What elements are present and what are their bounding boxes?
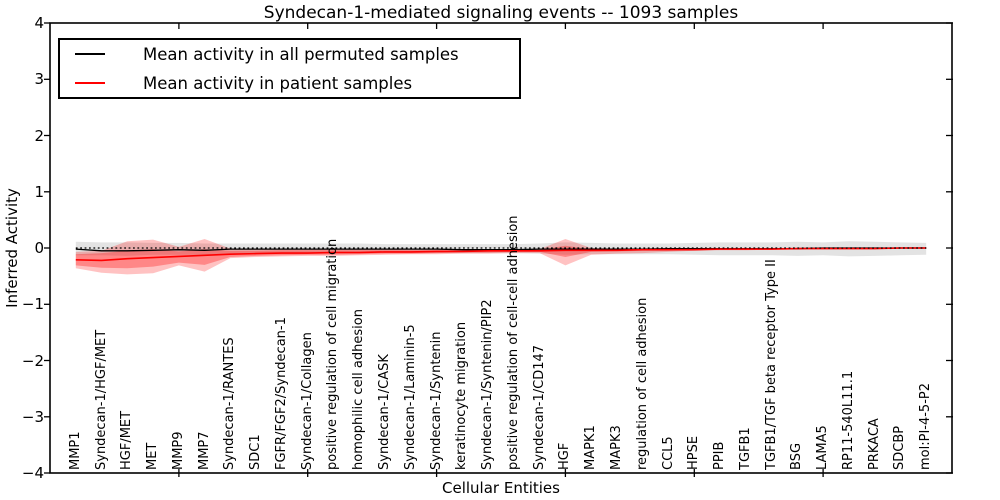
x-tick-label: SDC1: [248, 434, 264, 470]
x-tick-label: Syndecan-1/RANTES: [222, 337, 238, 470]
y-tick-label: 1: [34, 182, 44, 201]
x-tick-label: BSG: [789, 442, 805, 470]
x-tick-label: positive regulation of cell-cell adhesio…: [505, 215, 521, 470]
x-tick-label: RP11-540L11.1: [840, 370, 856, 470]
x-tick-label: HPSE: [686, 435, 702, 470]
y-tick-label: 0: [34, 239, 44, 257]
x-tick-label: FGFR/FGF2/Syndecan-1: [273, 317, 289, 470]
x-tick-label: regulation of cell adhesion: [634, 297, 650, 470]
x-tick-label: Syndecan-1/CD147: [531, 344, 547, 470]
x-tick-label: mol:PI-4-5-P2: [918, 382, 934, 470]
x-tick-label: HGF: [557, 442, 573, 470]
x-axis-title: Cellular Entities: [442, 479, 560, 497]
x-tick-label: HGF/MET: [119, 410, 135, 470]
x-tick-label: TGFB1/TGF beta receptor Type II: [763, 259, 779, 470]
x-tick-label: SDCBP: [892, 425, 908, 470]
x-tick-label: LAMA5: [815, 425, 831, 470]
y-tick-label: −1: [21, 295, 44, 314]
x-tick-label: Syndecan-1/Laminin-5: [402, 324, 418, 470]
x-tick-label: Syndecan-1/Syntenin: [428, 331, 444, 471]
y-tick-label: 3: [34, 70, 44, 89]
legend-line-patient: [75, 82, 105, 84]
patient-samples-range-outer: [75, 239, 927, 275]
x-tick-label: CCL5: [660, 436, 676, 470]
series-line-1: [75, 247, 927, 262]
y-tick-label: 2: [34, 126, 44, 145]
x-tick-label: Syndecan-1/Collagen: [299, 332, 315, 470]
y-tick-label: −2: [21, 351, 44, 370]
legend-label-permuted: Mean activity in all permuted samples: [143, 44, 459, 64]
y-tick-label: −4: [21, 464, 44, 482]
x-tick-label: MMP9: [170, 431, 186, 470]
x-tick-label: Syndecan-1/CASK: [377, 354, 393, 470]
chart-title: Syndecan-1-mediated signaling events -- …: [263, 3, 739, 23]
y-tick-label: −3: [21, 407, 44, 426]
x-tick-label: PRKACA: [866, 418, 882, 470]
y-tick-label: 4: [34, 14, 44, 32]
x-tick-label: homophilic cell adhesion: [351, 309, 367, 470]
x-tick-label: Syndecan-1/HGF/MET: [93, 329, 109, 470]
x-tick-label: MMP7: [196, 431, 212, 470]
x-tick-label: PPIB: [712, 441, 728, 470]
x-tick-label: MAPK1: [583, 425, 599, 470]
x-tick-label: positive regulation of cell migration: [325, 238, 341, 470]
legend-item-permuted: Mean activity in all permuted samples: [75, 42, 519, 67]
legend-item-patient: Mean activity in patient samples: [75, 71, 519, 96]
x-tick-label: Syndecan-1/Syntenin/PIP2: [480, 299, 496, 470]
x-tick-label: MAPK3: [608, 425, 624, 470]
legend-line-permuted: [75, 53, 105, 55]
x-tick-label: MMP1: [67, 431, 83, 470]
legend-label-patient: Mean activity in patient samples: [143, 73, 413, 93]
x-tick-label: MET: [145, 442, 161, 470]
legend: Mean activity in all permuted samples Me…: [58, 38, 521, 99]
patient-samples-range-inner: [75, 245, 927, 269]
x-tick-label: keratinocyte migration: [454, 321, 470, 470]
x-tick-label: TGFB1: [737, 427, 753, 470]
